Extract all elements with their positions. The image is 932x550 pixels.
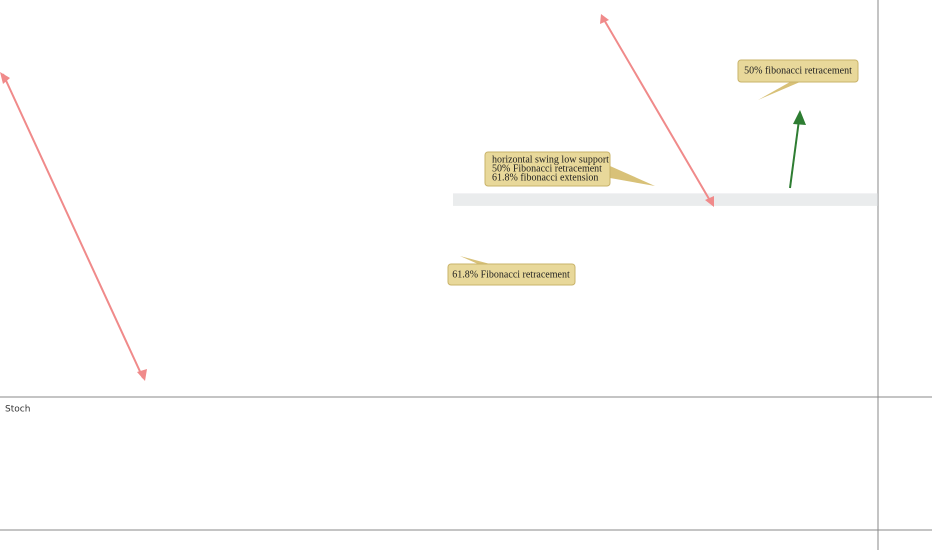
callout-box	[447, 263, 576, 286]
callout-text: horizontal swing low support	[492, 154, 609, 165]
arrow-head	[705, 196, 714, 207]
callout-text: 61.8% Fibonacci retracement	[452, 269, 570, 280]
up-arrow	[789, 119, 800, 189]
arrow-head	[137, 369, 147, 381]
callout-pointer	[460, 256, 490, 264]
arrow-head	[793, 110, 806, 125]
callout-pointer	[758, 82, 800, 100]
callout-box	[737, 59, 859, 83]
callout-box	[484, 151, 611, 187]
callout-text: 61.8% fibonacci extension	[492, 172, 598, 183]
callout-pointer	[610, 166, 655, 186]
arrow-head	[600, 14, 609, 24]
trend-arrow	[602, 17, 713, 205]
callout-text: 50% fibonacci retracement	[744, 65, 852, 76]
arrow-head	[0, 72, 10, 84]
annotations: 50% fibonacci retracement horizontal swi…	[447, 59, 859, 286]
callout-text: 50% Fibonacci retracement	[492, 163, 602, 174]
indicator-title: Stoch	[5, 405, 30, 415]
trend-arrow	[2, 73, 144, 379]
support-zone	[453, 193, 878, 206]
drawings	[0, 14, 806, 381]
